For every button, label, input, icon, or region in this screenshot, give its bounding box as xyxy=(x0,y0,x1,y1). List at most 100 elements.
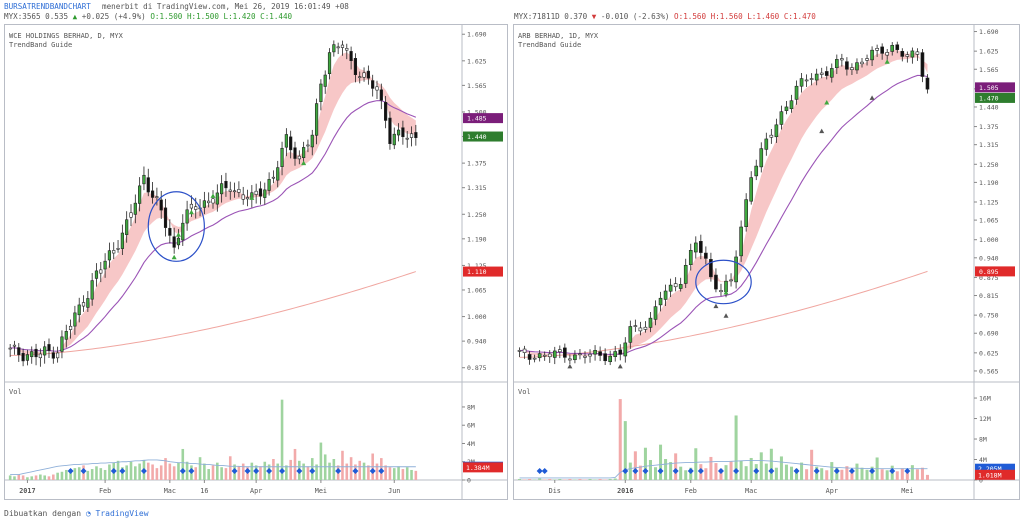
volume-bar xyxy=(315,464,318,480)
volume-bar xyxy=(168,463,172,480)
candle-body xyxy=(643,326,648,330)
volume-bar xyxy=(99,468,103,480)
price-tick-label: 1.065 xyxy=(979,217,999,225)
last-arb: 1D 0.370 xyxy=(550,12,588,21)
highlight-circle xyxy=(695,259,752,305)
volume-bar xyxy=(850,470,854,480)
candle-body xyxy=(73,312,77,327)
long-ma-line xyxy=(519,270,928,358)
candle-body xyxy=(749,177,754,202)
candle-body xyxy=(306,144,310,147)
time-tick-label: Mac xyxy=(745,487,757,495)
candle-body xyxy=(890,44,895,52)
candle-body xyxy=(850,67,854,70)
signal-marker-icon xyxy=(713,303,719,309)
publisher-name[interactable]: BURSATRENDBANDCHART xyxy=(4,2,91,11)
candle-body xyxy=(116,248,120,250)
volume-tick-label: 16M xyxy=(979,395,991,403)
price-badge-label: 1.110 xyxy=(467,268,487,276)
candle-body xyxy=(17,347,21,356)
candle-body xyxy=(769,134,774,138)
volume-bar xyxy=(618,399,622,480)
down-arrow-icon: ▼ xyxy=(591,12,597,21)
volume-bar xyxy=(198,457,202,480)
volume-bar xyxy=(362,462,366,480)
signal-diamond-icon xyxy=(541,468,548,474)
price-tick-label: 1.625 xyxy=(467,57,487,65)
volume-bar xyxy=(60,471,64,480)
candle-body xyxy=(688,250,693,266)
volume-bar xyxy=(77,467,81,480)
volume-bar xyxy=(345,463,349,480)
price-badge xyxy=(975,266,1015,277)
candle-body xyxy=(880,46,884,54)
candle-body xyxy=(583,355,587,358)
candle-body xyxy=(875,48,879,51)
candle-body xyxy=(840,58,844,61)
candle-body xyxy=(663,290,668,300)
candle-body xyxy=(207,200,211,204)
footer-tradingview[interactable]: TradingView xyxy=(95,509,149,518)
volume-bar xyxy=(800,462,804,480)
volume-bar xyxy=(159,465,163,480)
candle-body xyxy=(90,280,94,300)
candle-body xyxy=(323,74,327,87)
candle-body xyxy=(860,61,864,65)
candle-body xyxy=(405,137,409,140)
signal-up-icon xyxy=(723,290,729,295)
signal-diamond-icon xyxy=(869,468,876,474)
volume-bar xyxy=(280,399,284,480)
symbol-wce: MYX:3565 xyxy=(4,12,41,21)
candle-body xyxy=(648,317,653,328)
candle-body xyxy=(714,274,718,290)
signal-up-icon xyxy=(188,209,194,215)
candle-body xyxy=(47,344,51,351)
volume-bar xyxy=(64,469,68,480)
volume-bar xyxy=(392,468,396,480)
candle-body xyxy=(293,147,297,159)
chart-panel-wce[interactable]: 1.690 1.625 1.565 1.500 1.440 1.375 1.315 1.250… xyxy=(4,24,508,506)
candle-body xyxy=(284,134,288,148)
candle-body xyxy=(628,326,633,343)
price-badge xyxy=(975,82,1015,93)
candle-body xyxy=(824,71,829,76)
candle-body xyxy=(693,242,698,253)
volume-bar xyxy=(820,468,824,480)
volume-bar xyxy=(328,462,331,480)
candle-body xyxy=(885,52,889,56)
candle-body xyxy=(658,297,663,306)
candle-body xyxy=(302,147,306,158)
candle-body xyxy=(552,350,557,358)
volume-bar xyxy=(860,467,864,480)
candle-body xyxy=(573,354,577,361)
footer-made-with: Dibuatkan dengan xyxy=(4,509,82,518)
quote-line-arb: MYX:71811D 0.370 ▼ -0.010 (-2.63%) O:1.5… xyxy=(514,12,816,21)
volume-bar xyxy=(181,448,185,480)
chart-panel-arb[interactable]: 1.6901.6251.5651.5001.4401.3751.3151.250… xyxy=(513,24,1020,506)
volume-bar xyxy=(568,478,572,480)
volume-tick-label: 0 xyxy=(979,477,983,485)
volume-bar xyxy=(349,457,353,480)
volume-bar xyxy=(285,465,288,480)
candle-body xyxy=(396,129,401,136)
volume-bar xyxy=(203,463,206,480)
volume-bar xyxy=(865,469,869,480)
candle-body xyxy=(194,206,198,210)
volume-bar xyxy=(241,463,245,480)
volume-bar xyxy=(410,469,413,480)
price-tick-label: 1.565 xyxy=(979,66,999,74)
signal-up-icon xyxy=(301,160,307,166)
candle-body xyxy=(366,70,370,79)
candle-body xyxy=(739,226,743,257)
candle-body xyxy=(319,83,323,102)
signal-diamond-icon xyxy=(622,468,629,474)
candle-body xyxy=(258,188,263,197)
signal-diamond-icon xyxy=(188,468,195,474)
volume-bar xyxy=(388,467,392,480)
volume-bar xyxy=(669,462,673,480)
volume-bar xyxy=(633,451,637,480)
volume-bar xyxy=(643,447,647,480)
signal-diamond-icon xyxy=(244,468,251,474)
volume-bar xyxy=(155,468,159,480)
volume-bar xyxy=(915,469,919,480)
